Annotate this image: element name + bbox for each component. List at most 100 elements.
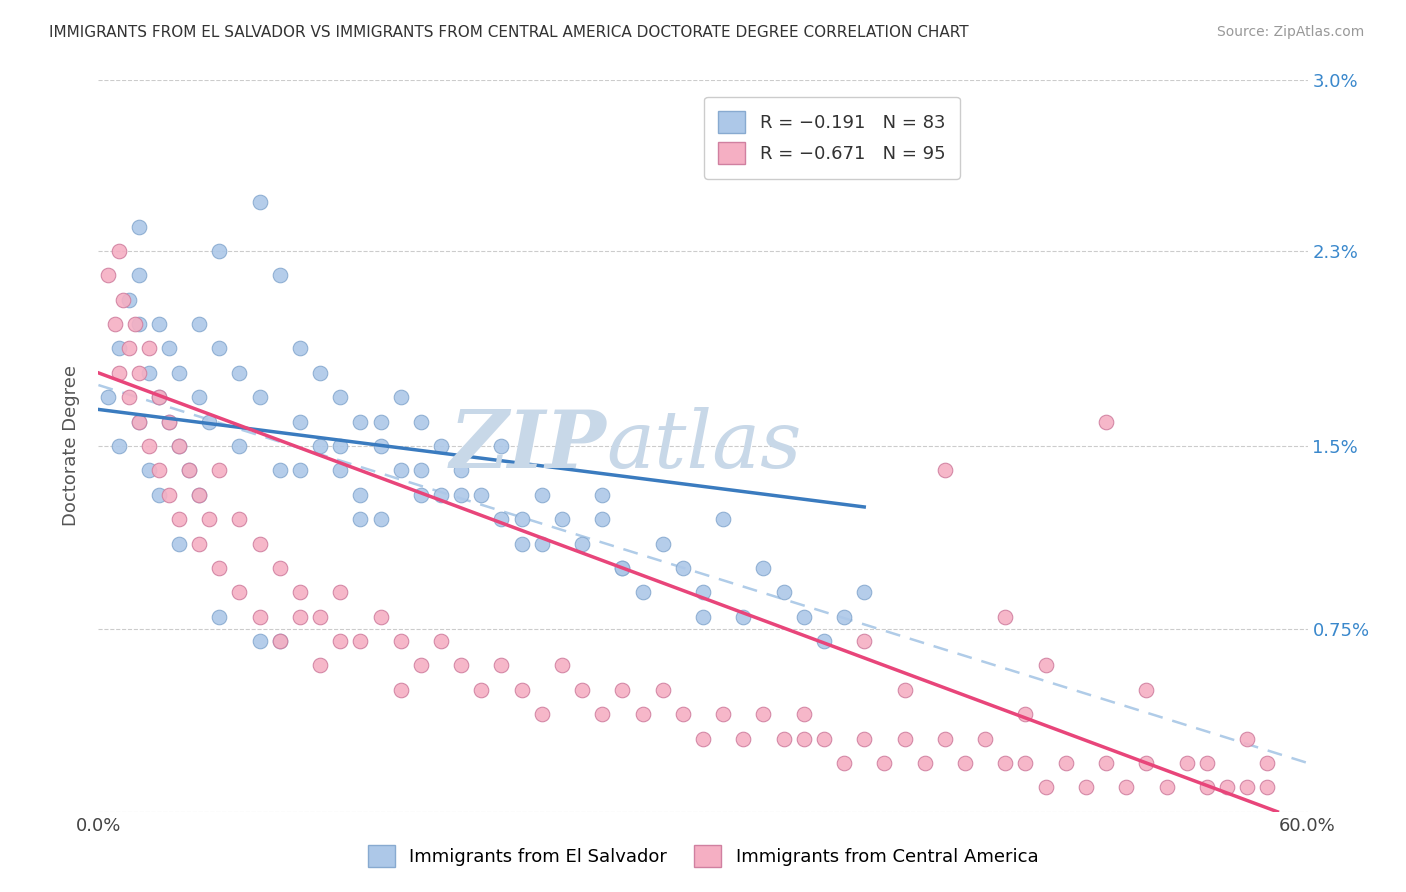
- Point: [167, 439, 190, 453]
- Point: [157, 415, 180, 429]
- Point: [893, 731, 915, 746]
- Point: [994, 756, 1017, 770]
- Point: [103, 317, 125, 331]
- Point: [793, 731, 815, 746]
- Point: [692, 585, 714, 599]
- Point: [793, 609, 815, 624]
- Point: [349, 634, 371, 648]
- Text: Source: ZipAtlas.com: Source: ZipAtlas.com: [1216, 25, 1364, 39]
- Point: [873, 756, 896, 770]
- Point: [288, 609, 311, 624]
- Point: [752, 561, 775, 575]
- Point: [571, 536, 593, 550]
- Point: [953, 756, 976, 770]
- Point: [349, 415, 371, 429]
- Text: IMMIGRANTS FROM EL SALVADOR VS IMMIGRANTS FROM CENTRAL AMERICA DOCTORATE DEGREE : IMMIGRANTS FROM EL SALVADOR VS IMMIGRANT…: [49, 25, 969, 40]
- Point: [1035, 780, 1057, 795]
- Point: [1035, 658, 1057, 673]
- Point: [167, 536, 190, 550]
- Point: [692, 609, 714, 624]
- Point: [491, 658, 513, 673]
- Point: [1095, 415, 1118, 429]
- Text: ZIP: ZIP: [450, 408, 606, 484]
- Point: [118, 342, 141, 356]
- Point: [974, 731, 997, 746]
- Point: [288, 415, 311, 429]
- Point: [832, 609, 855, 624]
- Point: [1195, 756, 1218, 770]
- Point: [208, 342, 231, 356]
- Point: [711, 707, 734, 722]
- Point: [914, 756, 936, 770]
- Point: [409, 488, 432, 502]
- Point: [208, 609, 231, 624]
- Point: [510, 682, 533, 697]
- Point: [1074, 780, 1097, 795]
- Point: [1115, 780, 1137, 795]
- Point: [430, 439, 453, 453]
- Point: [329, 439, 352, 453]
- Point: [530, 536, 553, 550]
- Point: [631, 585, 654, 599]
- Point: [157, 342, 180, 356]
- Point: [249, 609, 271, 624]
- Point: [1256, 756, 1278, 770]
- Point: [208, 244, 231, 258]
- Point: [530, 488, 553, 502]
- Point: [107, 244, 129, 258]
- Point: [128, 268, 150, 283]
- Point: [853, 731, 876, 746]
- Point: [1014, 756, 1036, 770]
- Point: [118, 390, 141, 404]
- Point: [853, 634, 876, 648]
- Point: [138, 463, 160, 477]
- Point: [934, 463, 956, 477]
- Point: [470, 488, 492, 502]
- Point: [118, 293, 141, 307]
- Point: [249, 390, 271, 404]
- Point: [591, 488, 613, 502]
- Point: [994, 609, 1017, 624]
- Point: [530, 707, 553, 722]
- Point: [188, 536, 211, 550]
- Point: [450, 463, 472, 477]
- Point: [148, 488, 170, 502]
- Point: [409, 463, 432, 477]
- Point: [672, 707, 695, 722]
- Point: [269, 561, 291, 575]
- Point: [1095, 756, 1118, 770]
- Point: [370, 439, 392, 453]
- Point: [1135, 756, 1157, 770]
- Point: [772, 731, 794, 746]
- Point: [138, 366, 160, 380]
- Point: [631, 707, 654, 722]
- Point: [329, 634, 352, 648]
- Point: [1054, 756, 1077, 770]
- Point: [107, 366, 129, 380]
- Point: [288, 585, 311, 599]
- Point: [470, 682, 492, 697]
- Point: [711, 512, 734, 526]
- Point: [228, 585, 250, 599]
- Point: [188, 390, 211, 404]
- Point: [370, 609, 392, 624]
- Point: [832, 756, 855, 770]
- Point: [148, 390, 170, 404]
- Point: [208, 561, 231, 575]
- Point: [349, 512, 371, 526]
- Point: [107, 342, 129, 356]
- Point: [269, 634, 291, 648]
- Point: [793, 707, 815, 722]
- Legend: Immigrants from El Salvador, Immigrants from Central America: Immigrants from El Salvador, Immigrants …: [360, 838, 1046, 874]
- Point: [813, 634, 835, 648]
- Point: [672, 561, 695, 575]
- Point: [128, 366, 150, 380]
- Point: [349, 488, 371, 502]
- Point: [138, 342, 160, 356]
- Point: [1216, 780, 1239, 795]
- Point: [148, 463, 170, 477]
- Point: [167, 439, 190, 453]
- Point: [124, 317, 146, 331]
- Point: [179, 463, 201, 477]
- Point: [551, 512, 574, 526]
